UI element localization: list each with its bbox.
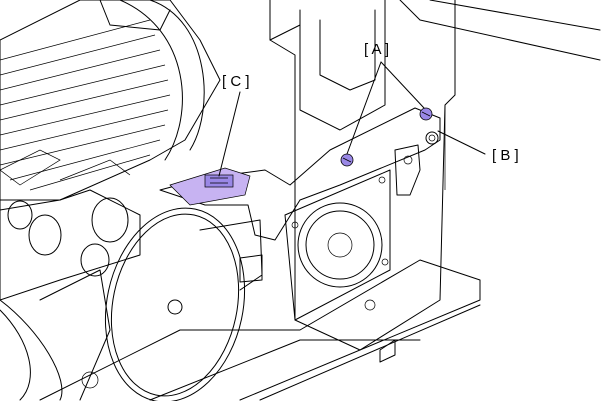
base-rail (39, 259, 481, 401)
belt-pulley (104, 207, 263, 401)
drive-gears (0, 149, 141, 401)
sensor-bracket (239, 144, 421, 283)
mounting-plate (159, 107, 441, 241)
rail-housing (269, 0, 601, 351)
connector-tab (169, 167, 251, 206)
callout-c-label: [ C ] (222, 73, 250, 90)
screws (340, 107, 433, 167)
ribbed-roller-assembly (0, 0, 221, 211)
cooling-fan (284, 169, 391, 321)
callout-a-label: [ A ] (364, 41, 389, 58)
leader-lines (218, 61, 486, 177)
callout-b-label: [ B ] (492, 147, 519, 164)
